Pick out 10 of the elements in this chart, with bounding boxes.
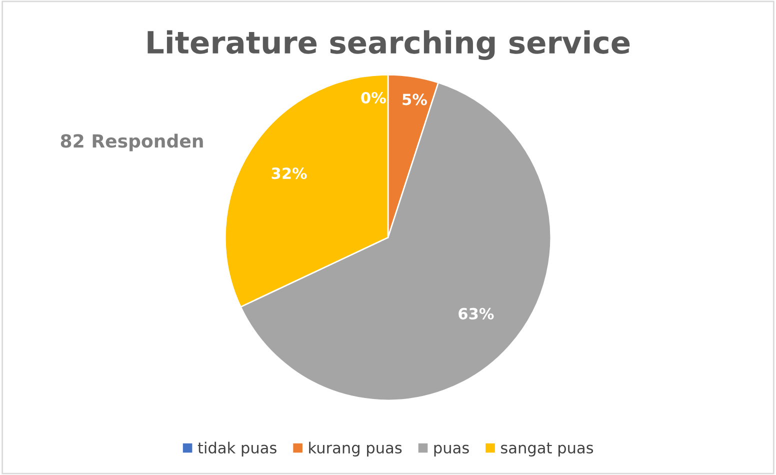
text: 82 Responden bbox=[60, 134, 203, 152]
data-label: 63% bbox=[458, 308, 494, 320]
legend-label: kurang puas bbox=[309, 442, 402, 456]
chart-title: Literature searching service bbox=[148, 30, 630, 60]
legend-label: sangat puas bbox=[501, 442, 594, 456]
data-label: 5% bbox=[402, 94, 427, 106]
legend-label: puas bbox=[434, 444, 469, 456]
text: 0% bbox=[361, 92, 386, 104]
data-label: 32% bbox=[272, 168, 307, 180]
legend-label: tidak puas bbox=[198, 442, 276, 456]
